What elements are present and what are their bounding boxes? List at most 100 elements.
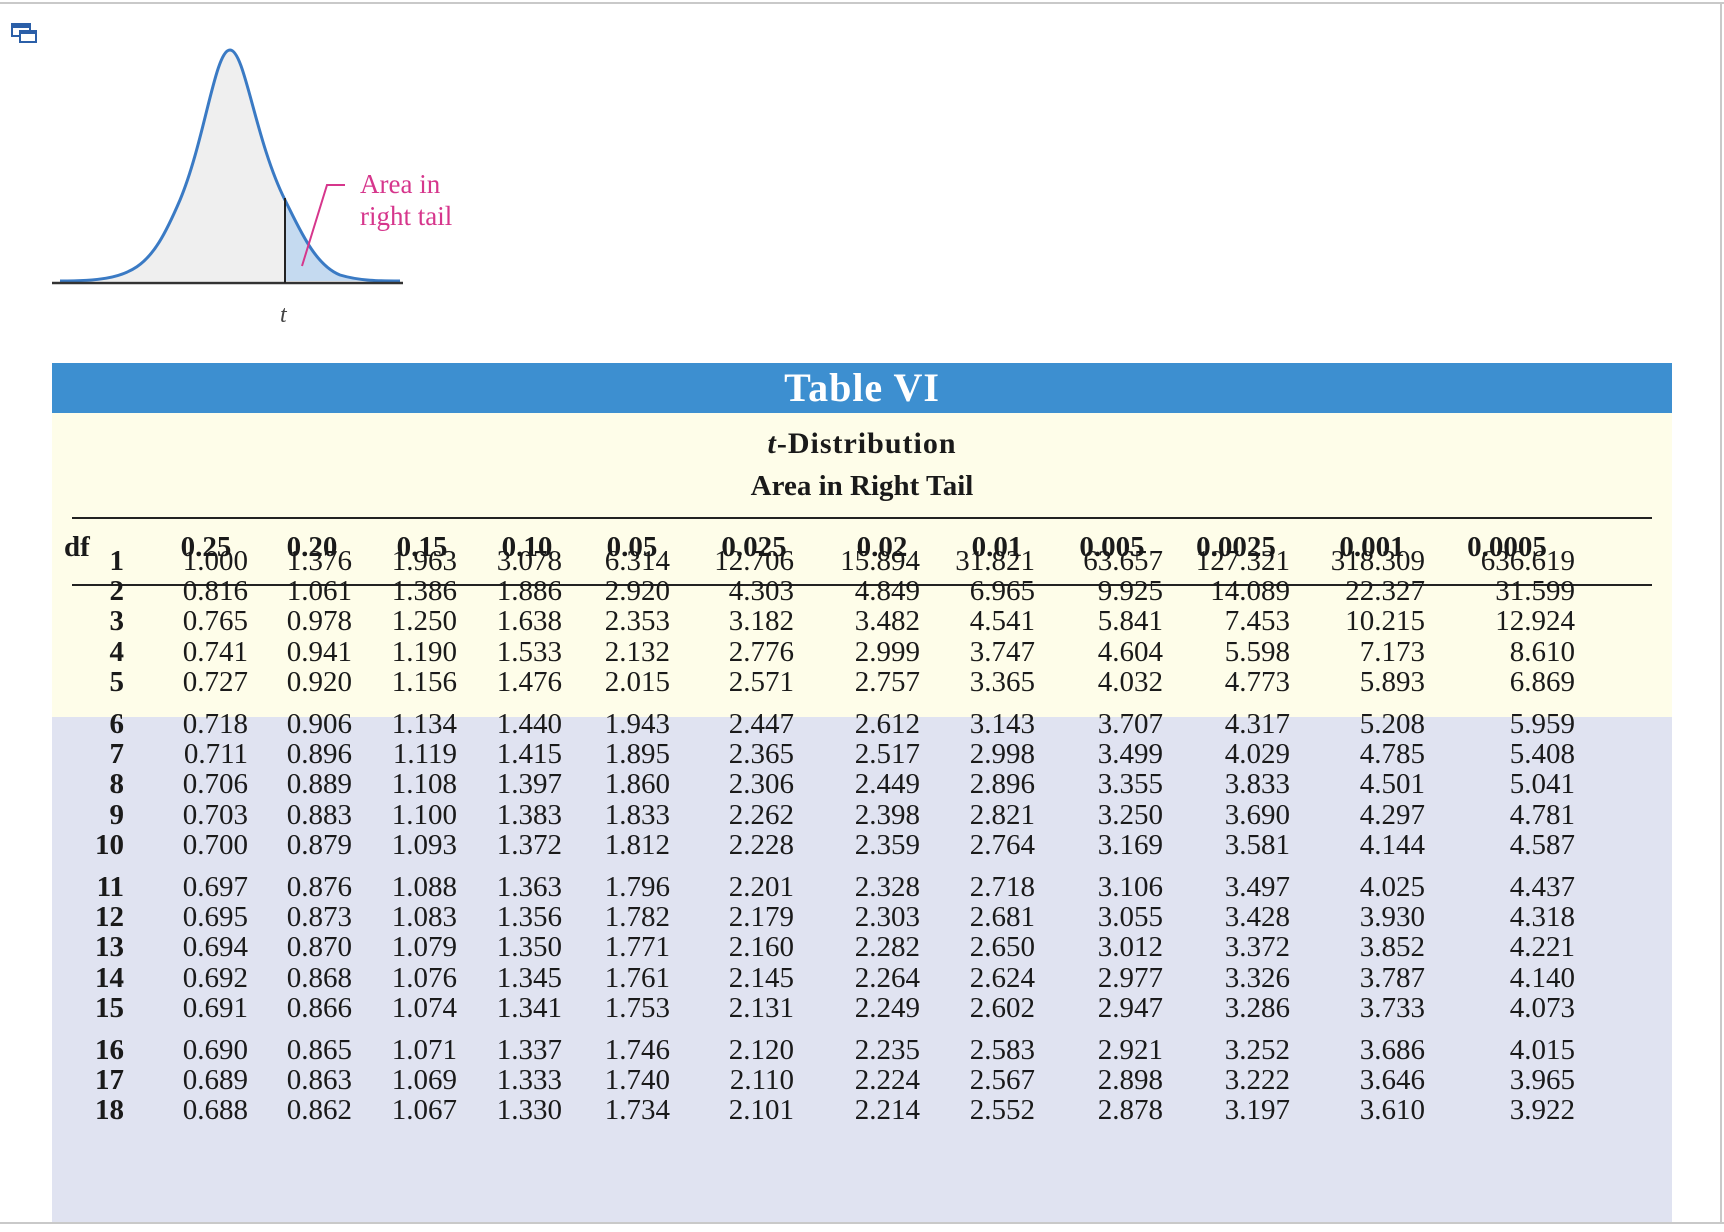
- table-cell: 2.328: [854, 871, 920, 903]
- df-cell: 4: [109, 635, 125, 668]
- table-cell: 2.681: [969, 901, 1035, 934]
- table-cell: 636.619: [1480, 545, 1575, 577]
- table-cell: 0.692: [182, 961, 248, 994]
- table-cell: 2.132: [604, 635, 670, 668]
- table-cell: 3.747: [969, 635, 1035, 668]
- table-cell: 1.345: [496, 961, 562, 994]
- table-cell: 63.657: [1083, 545, 1163, 577]
- table-cell: 4.015: [1509, 1034, 1575, 1066]
- table-cell: 0.711: [183, 738, 248, 771]
- table-cell: 1.782: [604, 901, 670, 934]
- table-cell: 0.706: [182, 768, 248, 801]
- table-cell: 2.359: [854, 828, 920, 861]
- table-cell: 3.707: [1097, 708, 1163, 740]
- table-cell: 3.326: [1224, 961, 1290, 994]
- popout-icon[interactable]: [10, 22, 38, 44]
- table-cell: 2.517: [854, 738, 920, 771]
- table-cell: 2.896: [969, 768, 1035, 801]
- table-cell: 2.878: [1097, 1094, 1163, 1127]
- table-cell: 3.499: [1097, 738, 1163, 771]
- table-cell: 3.787: [1359, 961, 1425, 994]
- table-cell: 3.286: [1224, 991, 1290, 1024]
- table-cell: 1.833: [604, 798, 670, 831]
- row-band-shaded: [52, 717, 1672, 896]
- table-cell: 2.998: [969, 738, 1035, 771]
- table-cell: 1.761: [604, 961, 670, 994]
- t-distribution-table: t-Distribution Area in Right Tail df 0.25…: [52, 413, 1672, 1222]
- table-cell: 0.865: [286, 1034, 352, 1066]
- df-cell: 7: [109, 738, 125, 771]
- table-cell: 1.190: [391, 635, 457, 668]
- column-header: 0.20: [286, 531, 338, 563]
- table-cell: 1.895: [604, 738, 670, 771]
- table-cell: 5.959: [1509, 708, 1575, 740]
- table-cell: 1.076: [391, 961, 457, 994]
- table-cell: 2.977: [1097, 961, 1163, 994]
- table-cell: 1.350: [496, 931, 562, 964]
- table-cell: 3.610: [1359, 1094, 1425, 1127]
- df-cell: 13: [95, 931, 124, 964]
- table-cell: 0.879: [286, 828, 352, 861]
- table-cell: 2.282: [854, 931, 920, 964]
- table-cell: 1.250: [391, 605, 457, 638]
- table-cell: 2.110: [729, 1064, 794, 1097]
- table-cell: 12.706: [714, 545, 794, 577]
- table-cell: 2.249: [854, 991, 920, 1024]
- table-cell: 3.222: [1224, 1064, 1290, 1097]
- table-cell: 0.978: [286, 605, 352, 638]
- table-cell: 5.841: [1097, 605, 1163, 638]
- table-cell: 2.947: [1097, 991, 1163, 1024]
- table-cell: 2.264: [854, 961, 920, 994]
- table-cell: 2.160: [728, 931, 794, 964]
- table-cell: 3.106: [1097, 871, 1163, 903]
- table-cell: 0.700: [182, 828, 248, 861]
- table-cell: 2.353: [604, 605, 670, 638]
- table-cell: 3.428: [1224, 901, 1290, 934]
- frame-border-top: [0, 2, 1724, 4]
- table-cell: 2.449: [854, 768, 920, 801]
- table-cell: 7.453: [1224, 605, 1290, 638]
- table-cell: 1.363: [496, 871, 562, 903]
- table-cell: 10.215: [1345, 605, 1425, 638]
- table-cell: 3.355: [1097, 768, 1163, 801]
- table-cell: 3.055: [1097, 901, 1163, 934]
- table-subtitle-area: Area in Right Tail: [750, 470, 974, 502]
- table-cell: 2.131: [728, 991, 794, 1024]
- table-cell: 1.376: [286, 545, 352, 577]
- df-cell: 10: [95, 828, 124, 861]
- table-cell: 1.771: [604, 931, 670, 964]
- table-cell: 5.208: [1359, 708, 1425, 740]
- df-cell: 6: [109, 708, 125, 740]
- df-cell: 3: [109, 605, 125, 638]
- table-cell: 2.145: [728, 961, 794, 994]
- table-cell: 1.415: [496, 738, 562, 771]
- table-cell: 3.852: [1359, 931, 1425, 964]
- table-cell: 1.386: [391, 575, 457, 608]
- table-cell: 2.552: [969, 1094, 1035, 1127]
- table-cell: 4.437: [1509, 871, 1575, 903]
- table-cell: 1.000: [182, 545, 248, 577]
- table-cell: 2.921: [1097, 1034, 1163, 1066]
- frame-border-bottom: [0, 1222, 1724, 1224]
- table-cell: 14.089: [1210, 575, 1290, 608]
- annotation-label-line1: Area in: [360, 169, 441, 199]
- table-cell: 3.250: [1097, 798, 1163, 831]
- table-cell: 0.889: [286, 768, 352, 801]
- axis-t-label: t: [280, 302, 287, 328]
- table-cell: 0.896: [286, 738, 352, 771]
- table-cell: 2.757: [854, 665, 920, 698]
- table-cell: 3.143: [969, 708, 1035, 740]
- table-cell: 4.318: [1509, 901, 1575, 934]
- table-cell: 4.140: [1509, 961, 1575, 994]
- table-cell: 9.925: [1097, 575, 1163, 608]
- table-cell: 0.703: [182, 798, 248, 831]
- table-cell: 1.071: [391, 1034, 457, 1066]
- table-cell: 3.733: [1359, 991, 1425, 1024]
- table-cell: 1.533: [496, 635, 562, 668]
- table-cell: 0.691: [182, 991, 248, 1024]
- table-cell: 1.156: [391, 665, 457, 698]
- table-cell: 3.078: [496, 545, 562, 577]
- frame-border-right: [1720, 2, 1722, 1224]
- table-cell: 5.598: [1224, 635, 1290, 668]
- table-cell: 1.476: [496, 665, 562, 698]
